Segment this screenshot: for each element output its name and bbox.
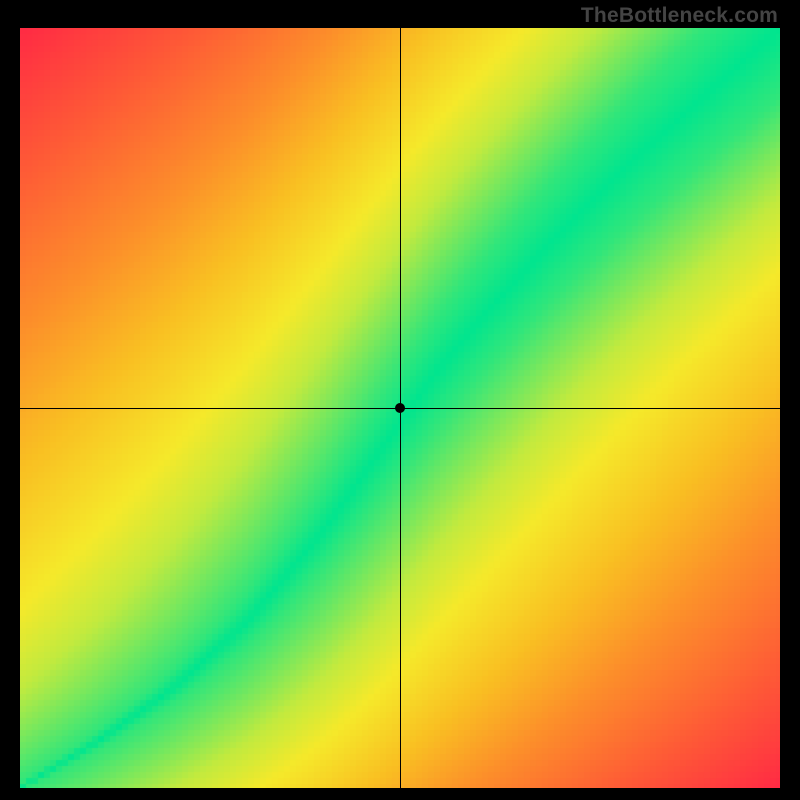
heatmap-plot [20, 28, 780, 788]
watermark-text: TheBottleneck.com [581, 4, 778, 28]
center-marker [395, 403, 405, 413]
chart-container: { "watermark": { "text": "TheBottleneck.… [0, 0, 800, 800]
